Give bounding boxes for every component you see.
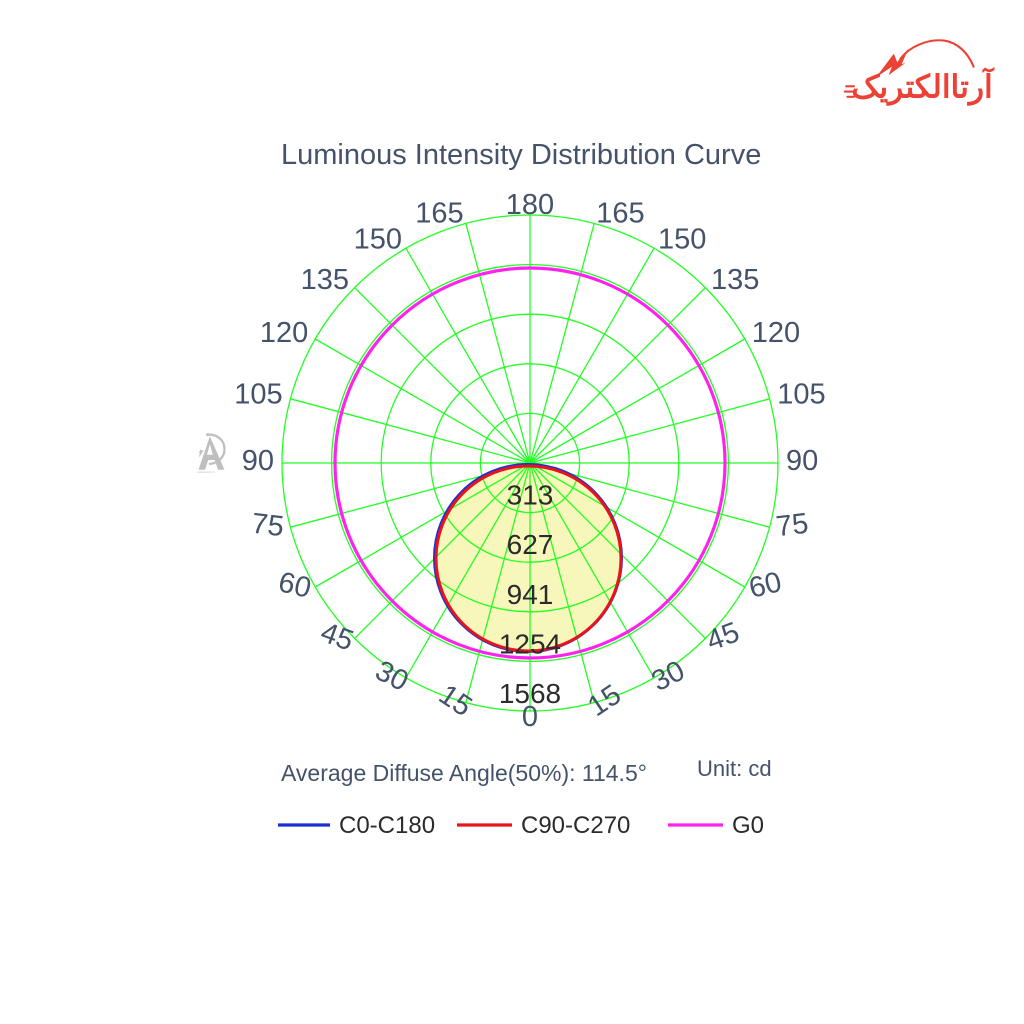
- svg-text:C0-C180: C0-C180: [339, 812, 435, 839]
- svg-text:C90-C270: C90-C270: [521, 812, 630, 839]
- svg-text:G0: G0: [732, 812, 764, 839]
- svg-text:artaelectric.ir: artaelectric.ir: [197, 470, 215, 474]
- svg-text:آرتاالکتریک: آرتاالکتریک: [851, 66, 995, 106]
